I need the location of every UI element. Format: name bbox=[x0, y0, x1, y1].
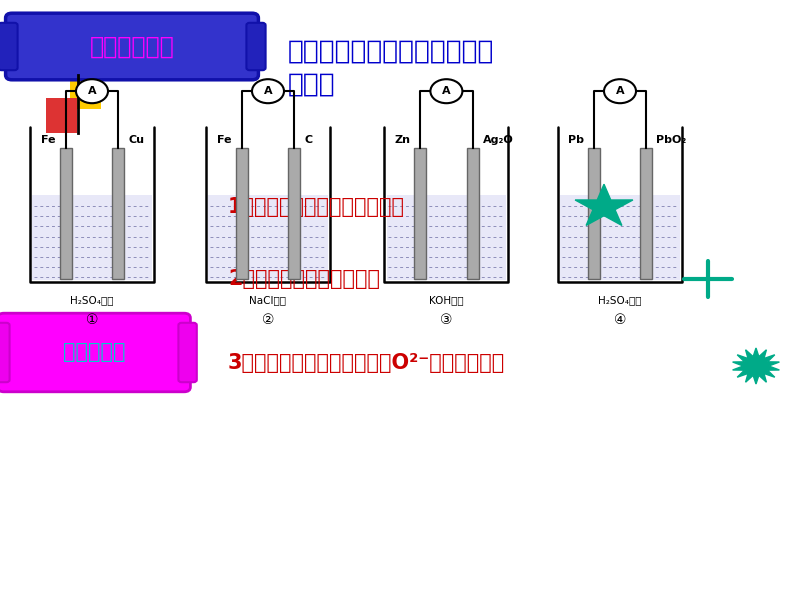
FancyBboxPatch shape bbox=[0, 23, 18, 70]
Text: ④: ④ bbox=[614, 313, 626, 327]
Text: Zn: Zn bbox=[394, 135, 410, 145]
Circle shape bbox=[604, 79, 636, 103]
Text: 分析以下原电池的正负极和电: 分析以下原电池的正负极和电 bbox=[288, 39, 494, 65]
Text: H₂SO₄溶液: H₂SO₄溶液 bbox=[70, 295, 114, 305]
Text: H₂SO₄溶液: H₂SO₄溶液 bbox=[598, 295, 642, 305]
Circle shape bbox=[252, 79, 284, 103]
FancyBboxPatch shape bbox=[588, 148, 600, 279]
FancyBboxPatch shape bbox=[0, 323, 10, 382]
Text: Fe: Fe bbox=[218, 135, 232, 145]
Text: A: A bbox=[442, 86, 450, 96]
Text: 极反应: 极反应 bbox=[288, 72, 336, 98]
FancyBboxPatch shape bbox=[640, 148, 652, 279]
Text: Cu: Cu bbox=[128, 135, 144, 145]
Text: NaCl溶液: NaCl溶液 bbox=[250, 295, 286, 305]
FancyBboxPatch shape bbox=[33, 194, 152, 280]
FancyBboxPatch shape bbox=[112, 148, 124, 279]
Text: 3、溶液中正极电极反应产生O²⁻的书写规律：: 3、溶液中正极电极反应产生O²⁻的书写规律： bbox=[228, 353, 506, 373]
FancyBboxPatch shape bbox=[246, 23, 266, 70]
FancyBboxPatch shape bbox=[466, 148, 478, 279]
Text: A: A bbox=[616, 86, 624, 96]
Text: ②: ② bbox=[262, 313, 274, 327]
Text: Ag₂O: Ag₂O bbox=[482, 135, 514, 145]
Text: Fe: Fe bbox=[42, 135, 56, 145]
Text: C: C bbox=[304, 135, 312, 145]
Circle shape bbox=[76, 79, 108, 103]
FancyBboxPatch shape bbox=[560, 194, 680, 280]
Text: A: A bbox=[264, 86, 272, 96]
Text: Pb: Pb bbox=[568, 135, 584, 145]
FancyBboxPatch shape bbox=[414, 148, 426, 279]
FancyBboxPatch shape bbox=[6, 13, 258, 80]
Text: A: A bbox=[88, 86, 96, 96]
FancyBboxPatch shape bbox=[0, 313, 190, 392]
Polygon shape bbox=[733, 348, 779, 384]
Text: ①: ① bbox=[86, 313, 98, 327]
FancyBboxPatch shape bbox=[208, 194, 328, 280]
Text: 总结与感悟: 总结与感悟 bbox=[62, 343, 126, 362]
FancyBboxPatch shape bbox=[387, 194, 506, 280]
Text: PbO₂: PbO₂ bbox=[656, 135, 686, 145]
Polygon shape bbox=[575, 184, 633, 226]
Text: 思考与交流一: 思考与交流一 bbox=[90, 34, 174, 58]
FancyBboxPatch shape bbox=[60, 148, 72, 279]
FancyBboxPatch shape bbox=[70, 74, 101, 109]
FancyBboxPatch shape bbox=[46, 98, 77, 133]
FancyBboxPatch shape bbox=[178, 323, 197, 382]
FancyBboxPatch shape bbox=[288, 148, 300, 279]
Circle shape bbox=[430, 79, 462, 103]
Text: 1、正极发生反应的物质判断：: 1、正极发生反应的物质判断： bbox=[228, 197, 405, 217]
Text: ③: ③ bbox=[440, 313, 453, 327]
Text: KOH溶液: KOH溶液 bbox=[429, 295, 464, 305]
FancyBboxPatch shape bbox=[236, 148, 248, 279]
Text: 2、负极反应特点与规律：: 2、负极反应特点与规律： bbox=[228, 269, 380, 289]
